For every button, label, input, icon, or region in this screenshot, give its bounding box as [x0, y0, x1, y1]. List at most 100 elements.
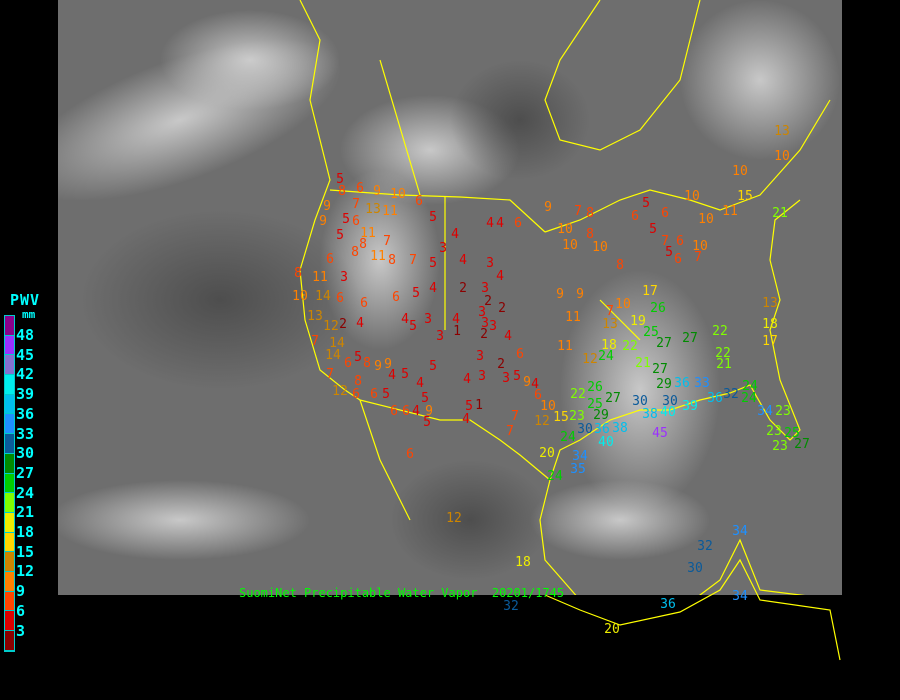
- station-pwv-label: 3: [502, 371, 510, 386]
- station-pwv-label: 14: [325, 348, 341, 363]
- station-pwv-label: 4: [452, 312, 460, 327]
- legend-tick: 6: [16, 601, 26, 620]
- station-pwv-label: 6: [514, 216, 522, 231]
- station-pwv-label: 10: [615, 297, 631, 312]
- station-pwv-label: 2: [480, 327, 488, 342]
- station-pwv-label: 6: [370, 387, 378, 402]
- station-pwv-label: 7: [383, 234, 391, 249]
- station-pwv-label: 14: [315, 289, 331, 304]
- station-pwv-label: 2: [498, 301, 506, 316]
- station-pwv-label: 12: [446, 511, 462, 526]
- station-pwv-label: 24: [741, 391, 757, 406]
- station-pwv-label: 9: [374, 359, 382, 374]
- legend-tick: 36: [16, 404, 35, 423]
- station-pwv-label: 4: [401, 312, 409, 327]
- station-pwv-label: 39: [682, 399, 698, 414]
- legend-band: [5, 631, 14, 651]
- station-pwv-label: 9: [544, 200, 552, 215]
- station-pwv-label: 24: [742, 379, 758, 394]
- station-pwv-label: 6: [406, 447, 414, 462]
- legend-band: [5, 571, 14, 592]
- legend-tick: 45: [16, 345, 35, 364]
- station-pwv-label: 36: [594, 422, 610, 437]
- station-pwv-label: 5: [336, 172, 344, 187]
- station-pwv-label: 13: [602, 317, 618, 332]
- cloud-layer: [18, 0, 840, 580]
- station-pwv-label: 30: [632, 394, 648, 409]
- station-pwv-label: 40: [660, 405, 676, 420]
- station-pwv-label: 8: [586, 227, 594, 242]
- legend-unit: mm: [22, 308, 36, 321]
- station-pwv-label: 4: [463, 372, 471, 387]
- station-pwv-label: 7: [352, 197, 360, 212]
- station-pwv-label: 34: [572, 449, 588, 464]
- station-pwv-label: 21: [635, 356, 651, 371]
- station-pwv-label: 13: [762, 296, 778, 311]
- legend-band: [5, 394, 14, 415]
- station-pwv-label: 22: [712, 324, 728, 339]
- station-pwv-label: 6: [336, 291, 344, 306]
- station-pwv-label: 8: [363, 356, 371, 371]
- station-pwv-label: 20: [539, 446, 555, 461]
- station-pwv-label: 12: [323, 319, 339, 334]
- legend-tick: 3: [16, 621, 26, 640]
- station-pwv-label: 4: [459, 253, 467, 268]
- station-pwv-label: 7: [694, 250, 702, 265]
- station-pwv-label: 4: [496, 269, 504, 284]
- station-pwv-label: 3: [476, 349, 484, 364]
- station-pwv-label: 4: [388, 368, 396, 383]
- station-pwv-label: 15: [737, 189, 753, 204]
- station-pwv-label: 3: [486, 256, 494, 271]
- station-pwv-label: 35: [570, 462, 586, 477]
- station-pwv-label: 5: [354, 350, 362, 365]
- station-pwv-label: 1: [453, 324, 461, 339]
- lower-black-margin: [0, 595, 900, 700]
- station-pwv-label: 6: [360, 296, 368, 311]
- legend-tick: 33: [16, 424, 35, 443]
- station-pwv-label: 10: [557, 222, 573, 237]
- map-caption: SuomiNet Precipitable Water Vapor 20201/…: [239, 586, 565, 600]
- station-pwv-label: 27: [794, 437, 810, 452]
- station-pwv-label: 23: [766, 424, 782, 439]
- legend-band: [5, 335, 14, 356]
- station-pwv-label: 5: [465, 399, 473, 414]
- legend-tick: 15: [16, 542, 35, 561]
- station-pwv-label: 6: [344, 356, 352, 371]
- legend-tick: 21: [16, 503, 35, 522]
- station-pwv-label: 34: [732, 524, 748, 539]
- station-pwv-label: 4: [531, 377, 539, 392]
- station-pwv-label: 23: [775, 404, 791, 419]
- station-pwv-label: 11: [360, 226, 376, 241]
- station-pwv-label: 7: [409, 253, 417, 268]
- station-pwv-label: 9: [323, 199, 331, 214]
- station-pwv-label: 11: [557, 339, 573, 354]
- station-pwv-label: 8: [388, 253, 396, 268]
- station-pwv-label: 12: [582, 352, 598, 367]
- station-pwv-label: 20: [604, 622, 620, 637]
- station-pwv-label: 30: [687, 561, 703, 576]
- station-pwv-label: 14: [329, 336, 345, 351]
- station-pwv-label: 34: [757, 404, 773, 419]
- station-pwv-label: 17: [762, 334, 778, 349]
- station-pwv-label: 9: [319, 214, 327, 229]
- station-pwv-label: 2: [484, 294, 492, 309]
- station-pwv-label: 6: [392, 290, 400, 305]
- station-pwv-label: 9: [384, 357, 392, 372]
- station-pwv-label: 7: [574, 204, 582, 219]
- station-pwv-label: 3: [481, 316, 489, 331]
- station-pwv-label: 25: [643, 325, 659, 340]
- station-pwv-label: 23: [772, 439, 788, 454]
- station-pwv-label: 26: [650, 301, 666, 316]
- station-pwv-label: 6: [352, 214, 360, 229]
- station-pwv-label: 24: [560, 430, 576, 445]
- station-pwv-label: 40: [598, 435, 614, 450]
- station-pwv-label: 6: [326, 252, 334, 267]
- station-pwv-label: 2: [459, 281, 467, 296]
- legend-band: [5, 355, 14, 376]
- station-pwv-label: 6: [534, 388, 542, 403]
- station-pwv-label: 2: [497, 357, 505, 372]
- station-pwv-label: 30: [577, 422, 593, 437]
- station-pwv-label: 4: [416, 376, 424, 391]
- station-pwv-label: 8: [616, 258, 624, 273]
- station-pwv-label: 11: [565, 310, 581, 325]
